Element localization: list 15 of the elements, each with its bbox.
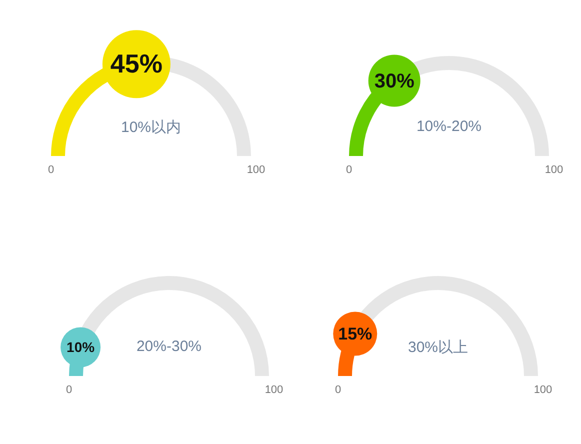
- text: 30%以上: [408, 339, 468, 356]
- text: 0: [64, 384, 74, 396]
- text: 100: [246, 164, 266, 176]
- data-label: 45%: [110, 48, 162, 78]
- text: 100: [544, 164, 564, 176]
- text: 0: [46, 164, 56, 176]
- text: 0: [334, 384, 342, 396]
- data-label: 15%: [338, 324, 372, 344]
- text: 10%以内: [120, 118, 182, 137]
- text: 0: [344, 164, 354, 176]
- text: 100: [264, 384, 284, 396]
- text: 20%-30%: [136, 338, 202, 355]
- data-label: 30%: [374, 70, 415, 92]
- text: 10%-20%: [415, 118, 483, 135]
- text: 100: [532, 384, 554, 396]
